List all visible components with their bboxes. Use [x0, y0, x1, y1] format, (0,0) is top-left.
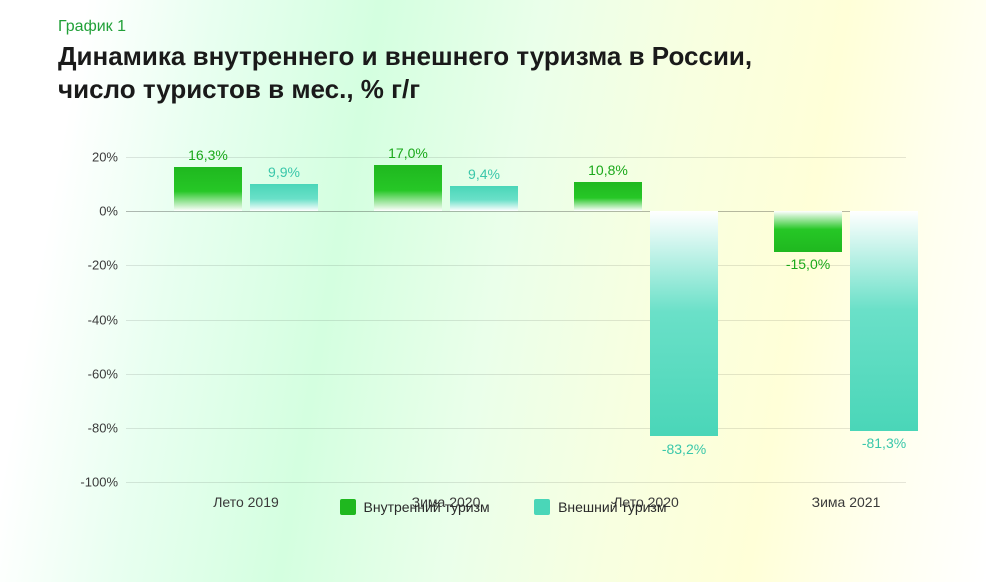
chart-supertitle: График 1: [58, 18, 986, 36]
bar-value-label: -15,0%: [786, 256, 830, 272]
gridline: [126, 428, 906, 429]
legend-swatch-domestic: [340, 499, 356, 515]
bar: [174, 167, 242, 211]
y-tick-label: 0%: [58, 204, 118, 219]
plot-area: 16,3% 9,9% 17,0% 9,4% 10,8% -15,0% -81,3% -83,2…: [126, 130, 906, 482]
bar: [850, 211, 918, 431]
y-tick-label: -80%: [58, 420, 118, 435]
legend-item-domestic: Внутренний туризм: [340, 499, 490, 515]
bar-value-label: 16,3%: [188, 147, 228, 163]
legend-label-outbound: Внешний туризм: [558, 499, 666, 515]
legend-label-domestic: Внутренний туризм: [364, 499, 490, 515]
bar-value-label: 9,9%: [268, 164, 300, 180]
chart-title-line2: число туристов в мес., % г/г: [58, 74, 420, 104]
bar-value-label: -81,3%: [862, 435, 906, 451]
chart-title: Динамика внутреннего и внешнего туризма …: [58, 40, 986, 105]
legend-swatch-outbound: [534, 499, 550, 515]
y-tick-label: -40%: [58, 312, 118, 327]
bar: [650, 211, 718, 436]
chart-title-line1: Динамика внутреннего и внешнего туризма …: [58, 41, 752, 71]
gridline: [126, 482, 906, 483]
chart-container: -100% -80% -60% -40% -20% 0% 20% 16,3% 9,9% 17,0…: [58, 130, 948, 520]
bar: [250, 184, 318, 211]
y-tick-label: -60%: [58, 366, 118, 381]
gridline: [126, 320, 906, 321]
gridline: [126, 374, 906, 375]
y-tick-label: -20%: [58, 258, 118, 273]
y-tick-label: 20%: [58, 150, 118, 165]
bar: [374, 165, 442, 211]
y-tick-label: -100%: [58, 475, 118, 490]
bar: [574, 182, 642, 211]
bar: [450, 186, 518, 211]
bar-value-label: 9,4%: [468, 166, 500, 182]
bar: [774, 211, 842, 252]
bar-value-label: -83,2%: [662, 441, 706, 457]
gridline: [126, 157, 906, 158]
legend-item-outbound: Внешний туризм: [534, 499, 666, 515]
bar-value-label: 10,8%: [588, 162, 628, 178]
bar-value-label: 17,0%: [388, 145, 428, 161]
legend: Внутренний туризм Внешний туризм: [58, 499, 948, 520]
